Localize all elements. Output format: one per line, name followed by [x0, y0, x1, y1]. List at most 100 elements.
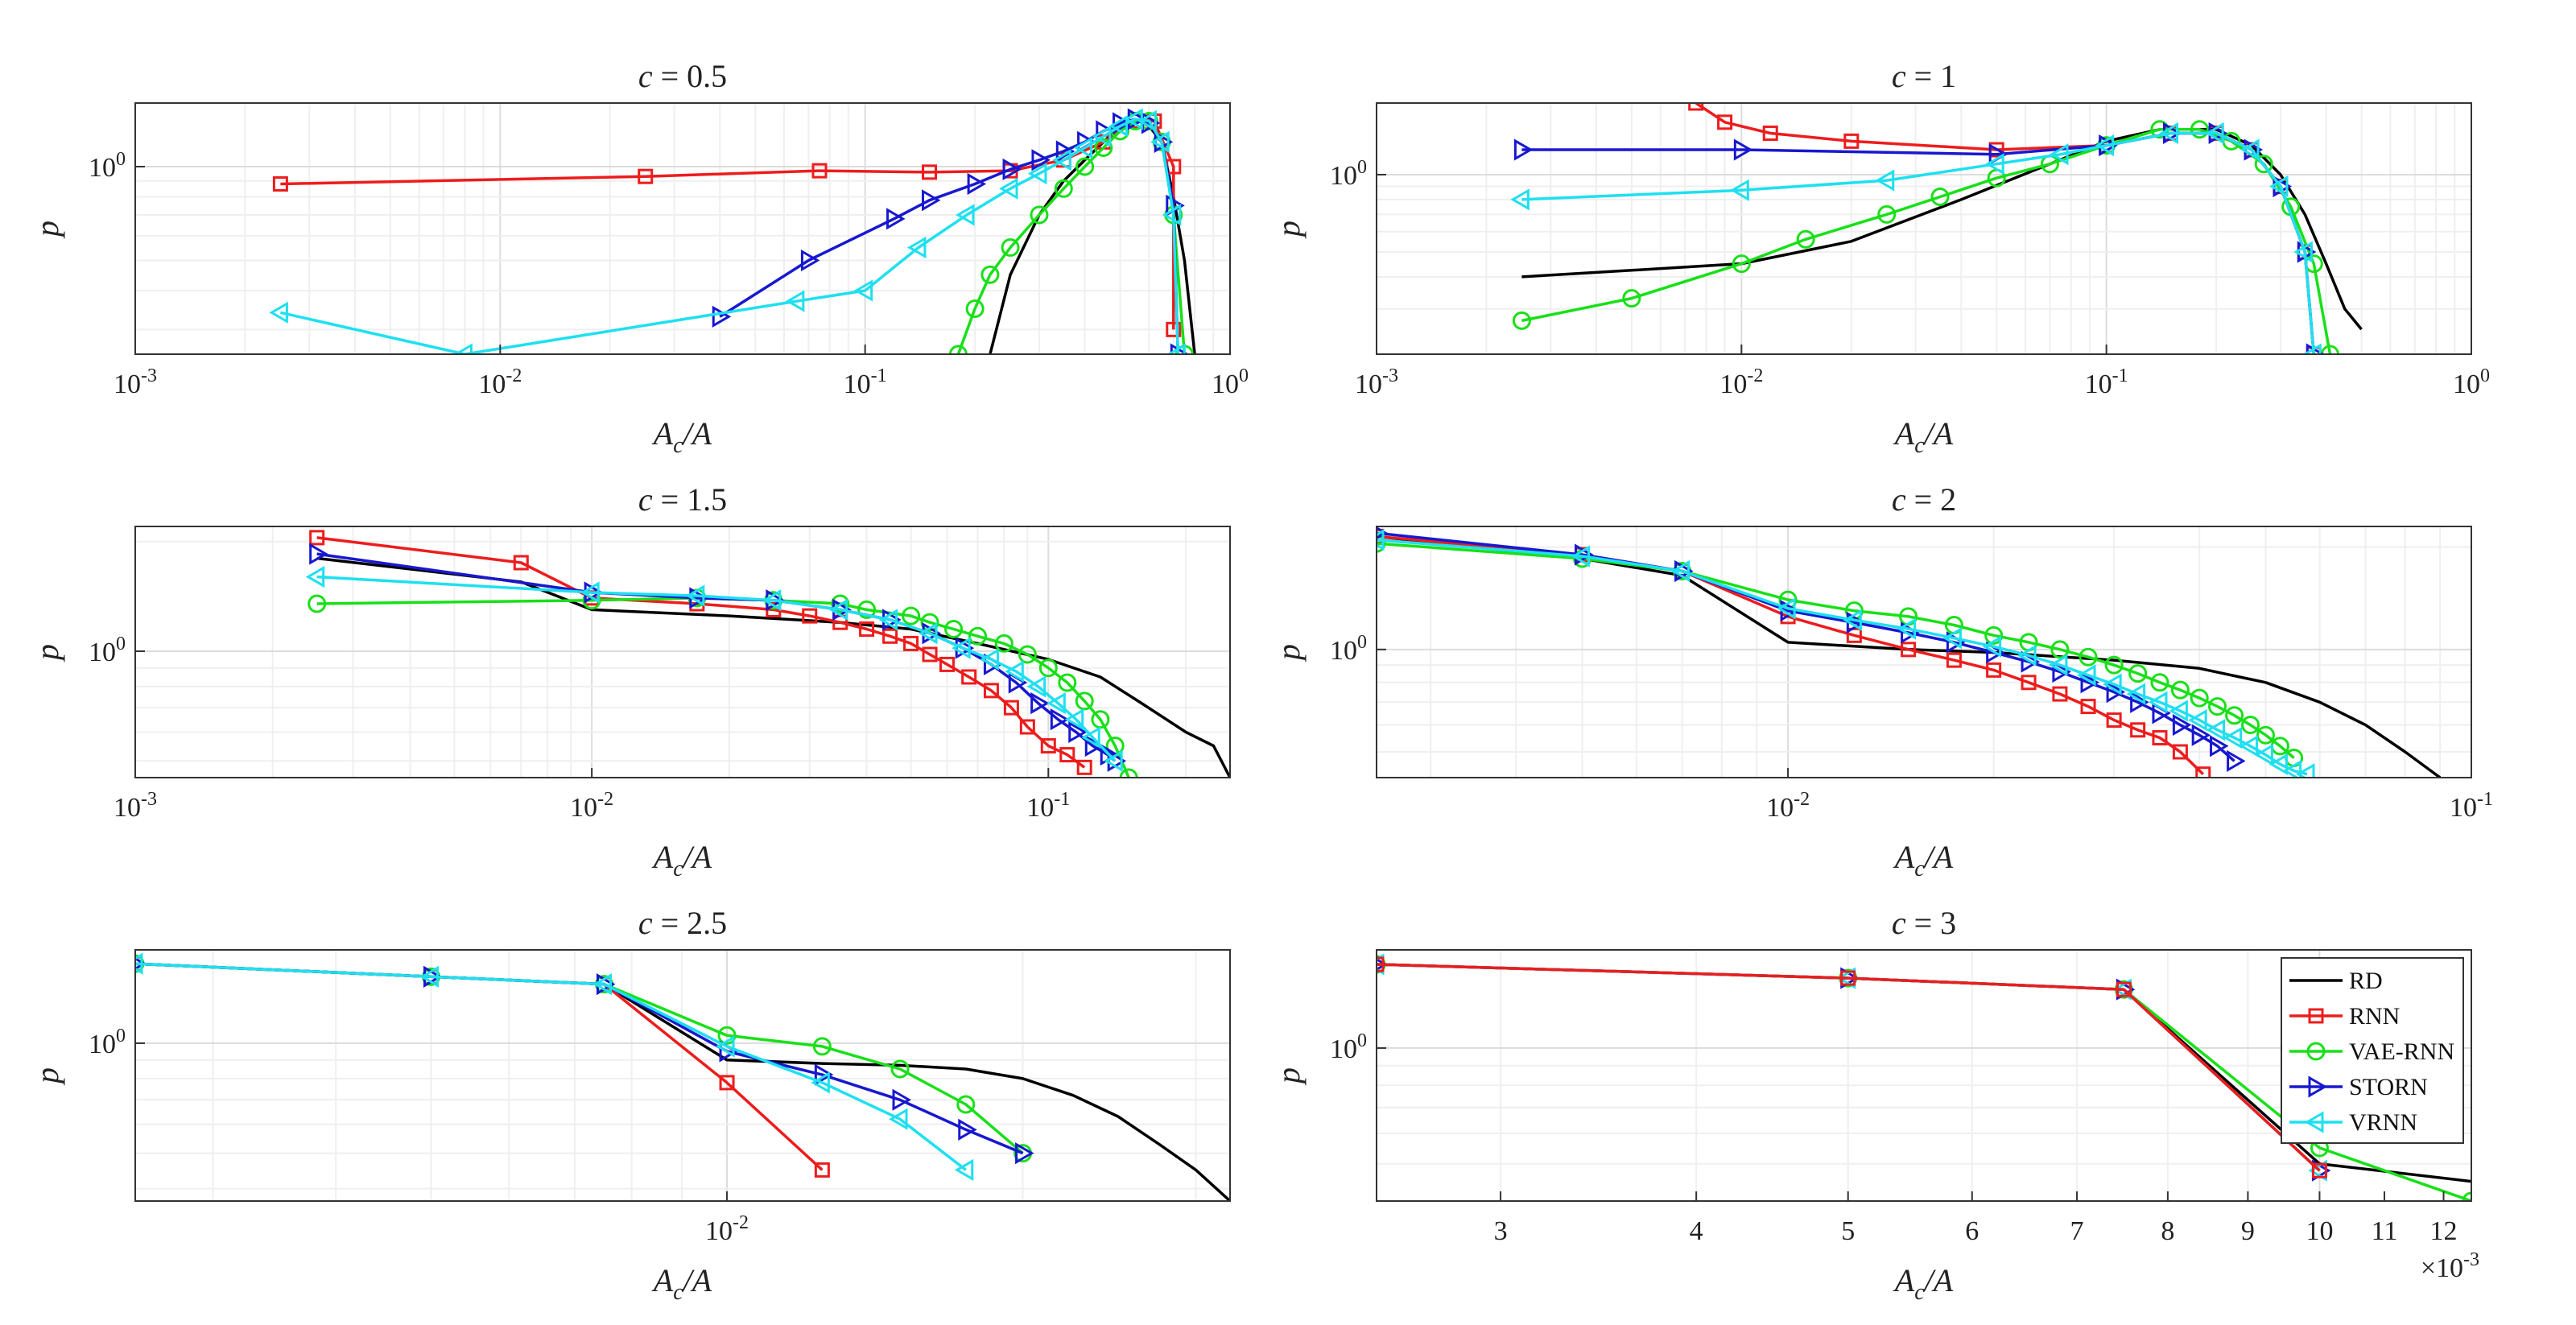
- x-tick-label: 10-1: [844, 365, 887, 399]
- series-line-storn: [1377, 531, 2235, 762]
- data-point-vrnn: [2169, 700, 2188, 722]
- data-point-vrnn: [2017, 644, 2037, 667]
- data-point-storn: [2021, 650, 2041, 673]
- data-point-vae-rnn: [1030, 205, 1049, 225]
- data-point-vae-rnn: [1622, 289, 1641, 308]
- data-point-rnn: [2130, 722, 2146, 738]
- series-line-vrnn: [1521, 131, 2316, 354]
- data-point-vrnn: [1092, 125, 1112, 148]
- data-point-vae-rnn: [2050, 640, 2070, 659]
- series-line-vrnn: [1377, 538, 2308, 776]
- series-group: [135, 952, 1230, 1201]
- legend-marker: [2308, 1075, 2327, 1098]
- data-point-vae-rnn: [1075, 157, 1095, 176]
- data-point-vrnn: [1510, 188, 1530, 211]
- data-point-vrnn: [2103, 673, 2122, 696]
- data-point-vrnn: [1150, 130, 1170, 153]
- data-point-vae-rnn: [2190, 688, 2209, 708]
- chart-title: c = 1.5: [638, 481, 727, 518]
- data-point-rnn: [1377, 956, 1385, 972]
- data-point-vae-rnn: [2079, 647, 2098, 667]
- data-point-rnn: [2021, 675, 2037, 691]
- data-point-rnn: [961, 669, 977, 685]
- series-group: [1377, 953, 2471, 1201]
- legend-marker: [2305, 1111, 2324, 1133]
- series-group: [269, 108, 1196, 354]
- data-point-rnn: [1688, 103, 1704, 111]
- data-point-rnn: [2172, 744, 2188, 760]
- axes-box: [134, 102, 1231, 355]
- data-point-vrnn: [135, 952, 143, 975]
- data-point-vae-rnn: [920, 613, 939, 632]
- data-point-rnn: [814, 1162, 830, 1178]
- data-point-vrnn: [1064, 708, 1084, 731]
- x-tick-label: 10-2: [1766, 789, 1810, 823]
- data-point-storn: [1733, 138, 1753, 161]
- data-point-storn: [2306, 343, 2326, 354]
- series-line-vrnn: [135, 962, 967, 1171]
- data-point-rnn: [2052, 686, 2068, 702]
- data-point-rnn: [1076, 759, 1092, 775]
- data-point-storn: [1030, 691, 1050, 715]
- data-point-vrnn: [2282, 759, 2302, 778]
- x-axis-label: Ac/A: [651, 839, 712, 881]
- data-point-vrnn: [1897, 617, 1917, 640]
- data-point-vrnn: [2293, 241, 2313, 263]
- data-point-vae-rnn: [980, 265, 1000, 284]
- data-point-vae-rnn: [2150, 673, 2169, 692]
- data-point-storn: [2106, 681, 2126, 704]
- x-tick-label: 7: [2070, 1216, 2084, 1246]
- y-axis-label: p: [1270, 221, 1307, 239]
- data-point-vrnn: [1777, 597, 1796, 620]
- data-point-storn: [1377, 957, 1388, 972]
- data-point-vrnn: [1166, 343, 1186, 354]
- x-tick-label: 10-1: [2085, 365, 2128, 399]
- data-point-vae-rnn: [965, 299, 985, 318]
- data-point-rnn: [2116, 981, 2132, 997]
- data-point-rnn: [272, 175, 288, 192]
- data-point-rnn: [2106, 712, 2122, 729]
- data-point-rnn: [1717, 114, 1733, 130]
- y-tick-label: 100: [1330, 1030, 1367, 1064]
- data-point-rnn: [1946, 652, 1962, 668]
- axes-box: [134, 949, 1231, 1202]
- data-point-vae-rnn: [968, 626, 987, 646]
- data-point-storn: [309, 543, 328, 565]
- data-point-vae-rnn: [1091, 710, 1110, 729]
- x-tick-label: 10-3: [114, 789, 157, 823]
- data-point-storn: [2080, 671, 2100, 694]
- legend-item-vae-rnn: VAE-RNN: [2289, 1038, 2454, 1065]
- legend-item-vrnn: VRNN: [2289, 1109, 2417, 1136]
- data-point-vae-rnn: [2241, 716, 2260, 735]
- data-point-vrnn: [2268, 753, 2288, 775]
- data-point-storn: [2130, 691, 2149, 713]
- data-point-vrnn: [2148, 691, 2168, 713]
- data-point-vae-rnn: [994, 634, 1013, 653]
- legend-item-storn: STORN: [2289, 1074, 2428, 1100]
- data-point-storn: [2244, 138, 2264, 161]
- data-point-rnn: [882, 628, 898, 644]
- data-point-storn: [2191, 724, 2211, 746]
- series-line-rnn: [1377, 535, 2205, 775]
- data-point-rnn: [2080, 699, 2096, 715]
- chart-c-0-5: 10-3 10-2 10-1 100 100 c = 0.5 Ac/A p: [29, 58, 1249, 458]
- chart-title: c = 1: [1892, 58, 1956, 94]
- data-point-rnn: [922, 646, 938, 662]
- data-point-storn: [958, 1118, 977, 1141]
- y-axis-label: p: [29, 644, 65, 662]
- data-point-rnn: [1019, 719, 1035, 735]
- data-point-vrnn: [889, 1108, 908, 1130]
- data-point-vrnn: [1027, 163, 1047, 185]
- x-tick-label: 3: [1494, 1216, 1508, 1246]
- data-point-vae-rnn: [2104, 655, 2124, 675]
- data-point-vrnn: [2095, 134, 2115, 157]
- data-point-rnn: [1003, 700, 1019, 716]
- series-group: [1510, 103, 2363, 354]
- chart-c-2: 10-2 10-1 100 c = 2 Ac/A p: [1270, 481, 2493, 881]
- x-tick-label: 100: [1212, 365, 1249, 399]
- data-point-rnn: [903, 635, 919, 651]
- data-point-vrnn: [2239, 735, 2259, 757]
- data-point-vae-rnn: [2256, 725, 2275, 745]
- data-point-vrnn: [1137, 109, 1157, 133]
- data-point-rnn: [1059, 747, 1075, 763]
